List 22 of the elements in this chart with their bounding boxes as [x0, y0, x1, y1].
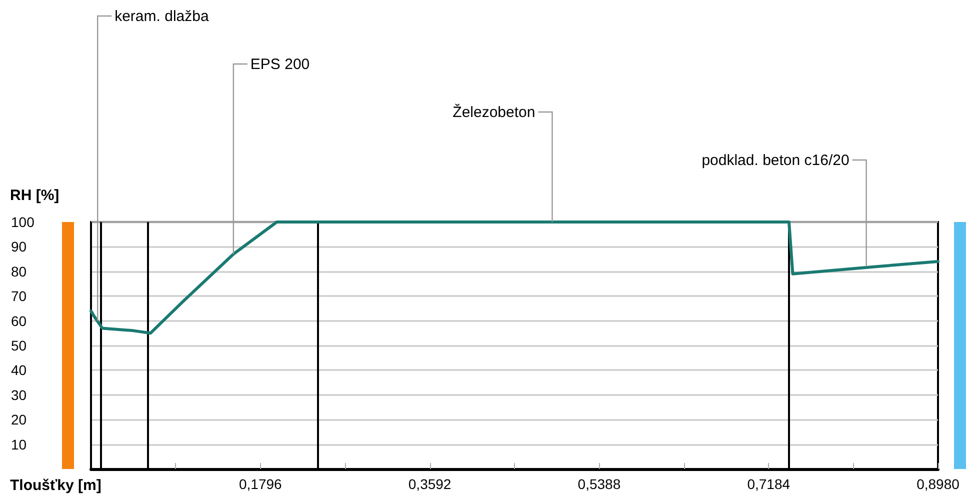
y-tick-label: 80 [11, 263, 27, 280]
y-tick-label: 20 [11, 412, 27, 428]
annotation: keram. dlažba [114, 8, 210, 25]
x-tick-label: 0,8980 [916, 476, 960, 492]
x-axis-title: Tloušťky [m] [10, 477, 102, 494]
y-tick-label: 10 [11, 436, 27, 452]
y-tick-label: 90 [11, 238, 27, 255]
x-tick-label: 0,1796 [238, 476, 282, 492]
y-tick-label: 40 [11, 362, 27, 378]
y-tick-label: 30 [11, 386, 27, 403]
line-series [90, 220, 940, 335]
annotation: podklad. beton c16/20 [702, 152, 850, 169]
y-tick-label: 70 [11, 288, 27, 304]
y-axis-title: RH [%] [10, 187, 60, 204]
y-tick-label: 100 [11, 214, 35, 230]
y-tick-label: 50 [11, 338, 27, 354]
y-tick-label: 60 [11, 312, 27, 329]
x-tick-label: 0,3592 [408, 476, 452, 492]
x-tick-label: 0,5388 [578, 476, 621, 492]
annotation: EPS 200 [250, 56, 310, 73]
x-tick-label: 0,7184 [747, 476, 790, 492]
annotation: Železobeton [452, 103, 536, 121]
